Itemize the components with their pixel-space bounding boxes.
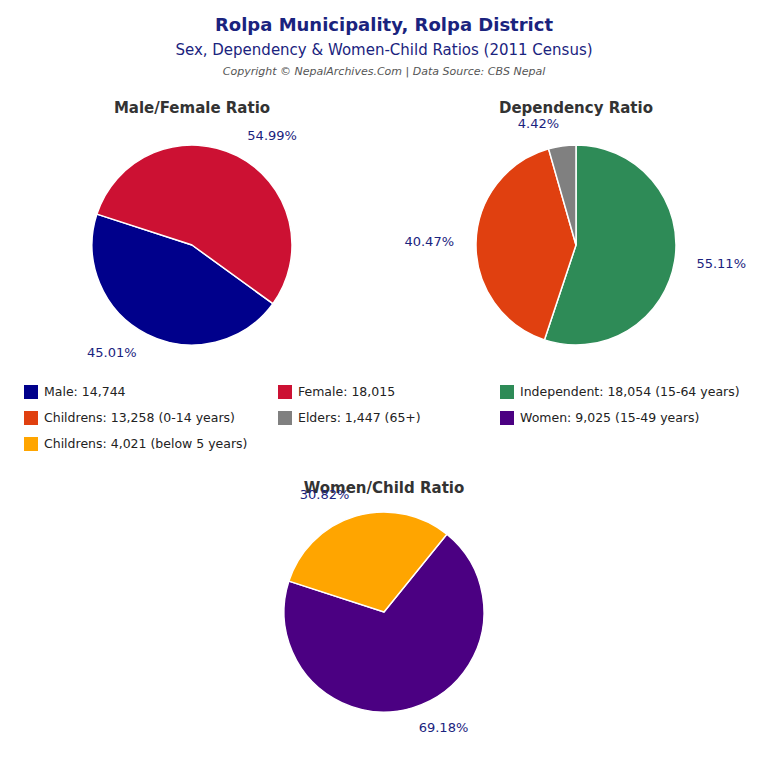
legend-entry: Women: 9,025 (15-49 years)	[520, 410, 699, 425]
legend-swatch	[24, 411, 38, 425]
data-label: 4.42%	[518, 116, 559, 131]
legend-entry: Female: 18,015	[298, 384, 395, 399]
legend-entry: Childrens: 13,258 (0-14 years)	[44, 410, 235, 425]
legend-entry: Male: 14,744	[44, 384, 126, 399]
data-labels: 45.01% 54.99%	[87, 128, 297, 360]
legend-swatch	[278, 385, 292, 399]
pie-chart: Male/Female Ratio 45.01% 54.99%	[87, 99, 297, 361]
legend-entry: Independent: 18,054 (15-64 years)	[520, 384, 740, 399]
chart: Rolpa Municipality, Rolpa District Sex, D…	[0, 0, 768, 768]
legend-swatch	[500, 385, 514, 399]
data-label: 54.99%	[247, 128, 297, 143]
legend-swatch	[278, 411, 292, 425]
pie-title: Male/Female Ratio	[114, 99, 270, 117]
pie-slice	[289, 512, 447, 612]
pie-slice	[549, 145, 576, 245]
legend-entry: Elders: 1,447 (65+)	[298, 410, 421, 425]
legend-swatch	[500, 411, 514, 425]
pie-title: Dependency Ratio	[499, 99, 653, 117]
title: Rolpa Municipality, Rolpa District	[215, 14, 554, 35]
data-label: 55.11%	[696, 256, 746, 271]
subtitle: Sex, Dependency & Women-Child Ratios (20…	[175, 41, 592, 59]
data-label: 69.18%	[419, 720, 469, 735]
pie-chart: Women/Child Ratio69.18%30.82%	[284, 479, 484, 736]
annotation: Copyright © NepalArchives.Com | Data Sou…	[223, 65, 545, 78]
pie-chart: Dependency Ratio 55.11% 40.47% 4.42%	[404, 99, 746, 346]
legend-swatch	[24, 437, 38, 451]
pie-slice	[97, 145, 292, 304]
data-label: 40.47%	[404, 234, 454, 249]
legend-entry: Childrens: 4,021 (below 5 years)	[44, 436, 248, 451]
legend-swatch	[24, 385, 38, 399]
legend: Male: 14,744 Female: 18,015 Independent: 1…	[24, 384, 740, 452]
data-label: 45.01%	[87, 345, 137, 360]
data-label: 30.82%	[300, 487, 350, 502]
